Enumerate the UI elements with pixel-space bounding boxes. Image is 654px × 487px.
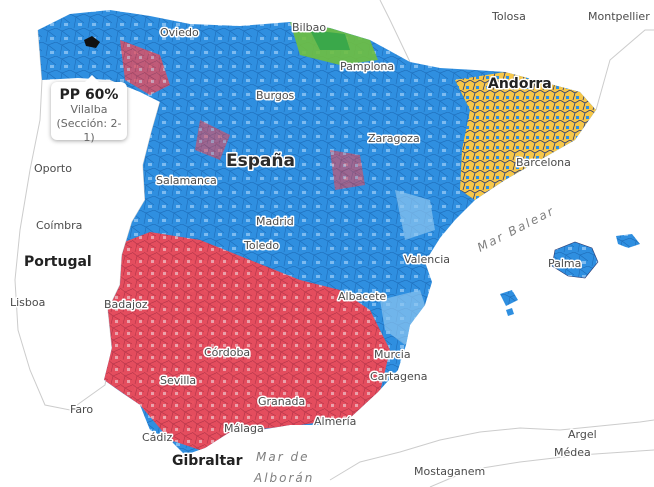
city-label: Almería [314, 415, 356, 428]
psoe-regions[interactable] [104, 40, 390, 450]
country-label-gibraltar: Gibraltar [172, 453, 243, 469]
tooltip-title: PP 60% [59, 87, 119, 103]
city-label: Sevilla [160, 374, 196, 387]
city-labels: Bilbao Oviedo Pamplona Burgos Zaragoza B… [9, 9, 652, 480]
country-label-portugal: Portugal [24, 254, 92, 270]
country-label-spain: España [226, 151, 295, 171]
city-label: Cádiz [142, 431, 172, 444]
city-label: Argel [568, 428, 597, 441]
sea-label-alboran-1: Mar de [256, 450, 309, 464]
tooltip-municipality: Vilalba [70, 103, 108, 116]
city-label: Albacete [338, 290, 386, 303]
city-label: Médea [554, 446, 591, 459]
city-label: Salamanca [156, 174, 217, 187]
city-label: Toledo [243, 239, 279, 252]
junts-erc-regions[interactable] [455, 72, 596, 200]
city-label: Granada [258, 395, 305, 408]
city-label: Córdoba [204, 346, 250, 359]
city-label: Oporto [34, 162, 72, 175]
city-label: Oviedo [160, 26, 199, 39]
sea-label-alboran-2: Alborán [253, 471, 314, 485]
city-label: Cartagena [370, 370, 427, 383]
balearic-islands[interactable] [500, 234, 640, 316]
city-label: Lisboa [10, 296, 45, 309]
country-label-andorra: Andorra [488, 76, 552, 92]
tooltip-section: (Sección: 2-1) [56, 117, 122, 144]
city-label: Zaragoza [368, 132, 420, 145]
city-label: Bilbao [292, 21, 326, 34]
city-label: Valencia [404, 253, 450, 266]
city-label: Tolosa [491, 10, 526, 23]
city-label: Badajoz [104, 298, 148, 311]
city-label: Madrid [256, 215, 294, 228]
city-label: Montpellier [588, 10, 650, 23]
city-label: Mostaganem [414, 465, 485, 478]
city-label: Palma [548, 257, 581, 270]
city-label: Málaga [224, 422, 264, 435]
city-label: Faro [70, 403, 93, 416]
sea-label-balear: Mar Balear [475, 204, 557, 255]
city-label: Pamplona [340, 60, 394, 73]
city-label: Murcia [374, 348, 411, 361]
neighbour-outlines [14, 0, 654, 487]
section-tooltip: PP 60% Vilalba (Sección: 2-1) [51, 75, 127, 144]
basque-regions[interactable] [290, 22, 378, 65]
city-label: Coímbra [36, 219, 82, 232]
selected-section[interactable] [84, 36, 100, 48]
city-label: Burgos [256, 89, 295, 102]
city-label: Barcelona [516, 156, 571, 169]
